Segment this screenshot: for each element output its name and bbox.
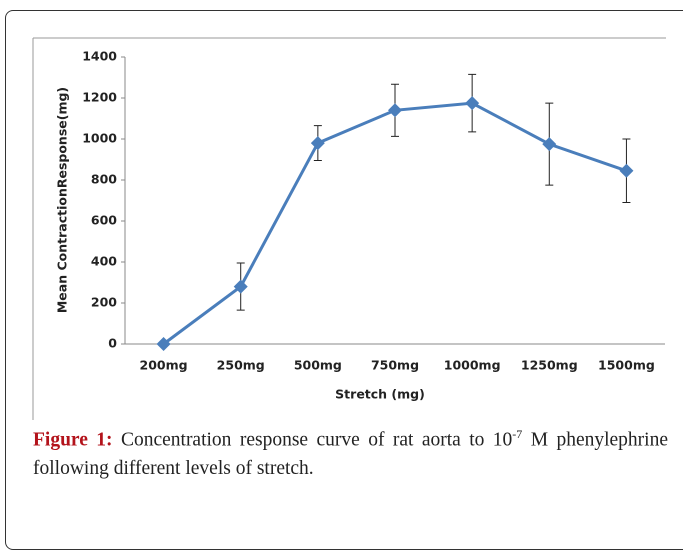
y-tick-label: 800 [91,172,117,187]
marker [619,163,634,178]
y-tick-label: 1400 [82,49,117,64]
x-tick-label: 1500mg [598,358,655,373]
caption-text: Concentration response curve of rat aort… [112,429,513,451]
y-tick-label: 1000 [82,131,117,146]
x-tick-label: 1250mg [521,358,578,373]
x-tick-label: 1000mg [444,358,501,373]
x-tick-label: 500mg [294,358,342,373]
y-axis-title: Mean ContractionResponse(mg) [55,87,70,313]
y-tick-label: 400 [91,254,117,269]
x-tick-label: 750mg [371,358,419,373]
marker [310,136,325,151]
marker [388,103,402,118]
y-tick-label: 1200 [82,90,117,105]
caption-label: Figure 1: [33,429,113,451]
marker [542,137,557,152]
y-tick-label: 200 [91,295,117,310]
x-axis-title: Stretch (mg) [335,387,425,402]
caption: Figure 1: Concentration response curve o… [33,420,668,483]
page: {"chart_data": {"type": "line", "categor… [5,10,683,550]
marker [233,279,248,294]
y-tick-label: 600 [91,213,117,228]
x-tick-label: 250mg [217,358,265,373]
marker [465,96,480,111]
marker [156,337,171,351]
caption-superscript: -7 [512,427,523,441]
caption-text: M phenylephrine following different leve… [33,429,669,479]
x-tick-label: 200mg [140,358,188,373]
series-line [162,101,627,346]
y-tick-label: 0 [108,336,117,351]
chart: Stretch (mg) Mean ContractionResponse(mg… [32,37,666,420]
